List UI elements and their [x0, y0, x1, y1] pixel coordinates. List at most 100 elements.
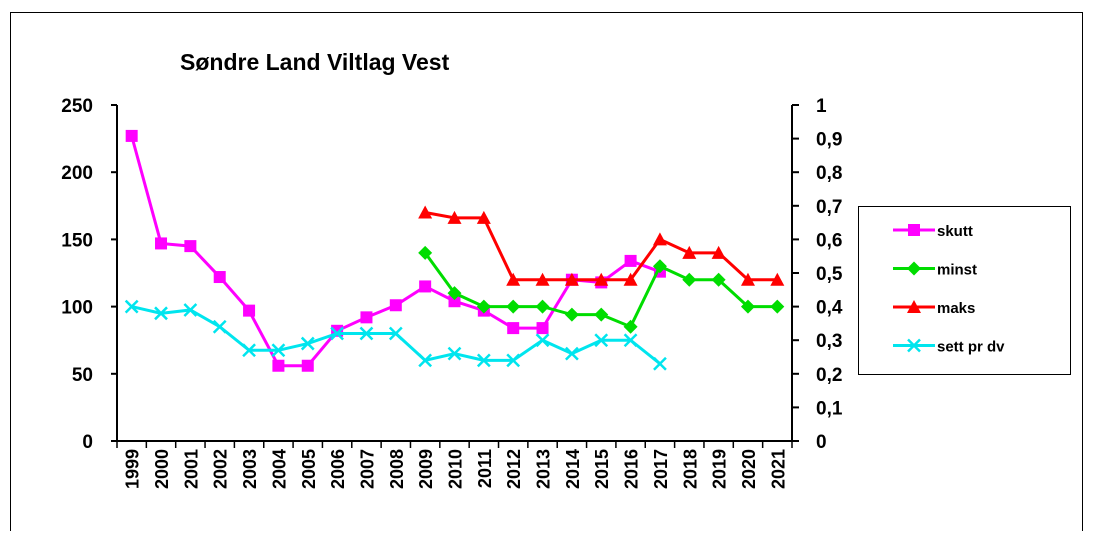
- y-tick-label: 50: [72, 365, 93, 386]
- legend-label: maks: [937, 300, 975, 317]
- y2-tick-label: 0,8: [816, 163, 842, 184]
- point: [242, 343, 256, 358]
- x-tick-label: 2003: [240, 449, 260, 489]
- point: [536, 322, 549, 335]
- x-tick-label: 2002: [211, 449, 231, 489]
- x-tick-label: 2009: [416, 449, 436, 489]
- x-tick-label: 2017: [651, 449, 671, 489]
- x-tick-label: 2011: [475, 449, 495, 488]
- point: [564, 272, 579, 286]
- point: [535, 272, 550, 286]
- legend-label: minst: [937, 262, 977, 279]
- point: [447, 286, 462, 301]
- x-tick-label: 2010: [446, 449, 466, 489]
- legend-marker: [908, 224, 920, 236]
- point: [506, 353, 521, 368]
- x-tick-label: 2019: [710, 449, 730, 489]
- point: [418, 205, 433, 219]
- point: [183, 303, 198, 317]
- point: [388, 326, 403, 341]
- point: [213, 271, 226, 284]
- point: [271, 343, 286, 358]
- x-tick-label: 2021: [768, 449, 788, 489]
- point: [476, 299, 491, 314]
- point: [653, 356, 667, 371]
- y2-tick-label: 0,4: [816, 298, 843, 319]
- point: [770, 299, 785, 314]
- point: [389, 299, 402, 312]
- y-tick-label: 250: [61, 96, 93, 117]
- point: [594, 272, 609, 286]
- point: [740, 299, 755, 314]
- point: [419, 280, 432, 293]
- y2-tick-label: 0,1: [816, 398, 843, 419]
- x-tick-label: 2013: [534, 449, 554, 489]
- x-tick-label: 2018: [680, 449, 700, 489]
- point: [711, 272, 726, 287]
- point: [623, 272, 638, 286]
- legend-marker: [907, 300, 921, 313]
- point: [507, 322, 520, 335]
- point: [155, 237, 168, 250]
- y2-tick-label: 0: [816, 432, 827, 453]
- point: [565, 346, 579, 361]
- x-tick-label: 2012: [504, 449, 524, 489]
- point: [301, 359, 314, 372]
- point: [476, 210, 491, 224]
- point: [125, 129, 138, 142]
- y-tick-label: 0: [82, 432, 93, 453]
- point: [124, 299, 139, 314]
- chart-frame: [10, 12, 1083, 531]
- point: [594, 307, 609, 322]
- point: [535, 333, 550, 348]
- y2-tick-label: 0,6: [816, 230, 842, 251]
- point: [359, 326, 374, 341]
- point: [272, 359, 285, 372]
- point: [447, 210, 462, 224]
- point: [447, 346, 462, 361]
- y-tick-label: 100: [61, 298, 93, 319]
- point: [506, 299, 521, 314]
- y2-tick-label: 0,9: [816, 130, 842, 151]
- legend: skutt minst maks sett pr dv: [858, 206, 1071, 375]
- legend-label: skutt: [937, 223, 973, 240]
- x-tick-label: 2005: [299, 449, 319, 489]
- point: [740, 272, 755, 286]
- point: [300, 336, 315, 351]
- point: [594, 333, 609, 348]
- legend-label: sett pr dv: [937, 339, 1005, 356]
- x-tick-label: 2004: [269, 449, 289, 489]
- x-tick-label: 2001: [181, 449, 201, 489]
- y2-tick-label: 0,7: [816, 197, 842, 218]
- x-tick-label: 2000: [152, 449, 172, 489]
- legend-marker: [907, 338, 921, 353]
- point: [652, 259, 667, 274]
- point: [711, 245, 726, 259]
- x-tick-label: 2006: [328, 449, 348, 489]
- point: [506, 272, 521, 286]
- y2-tick-label: 0,2: [816, 365, 842, 386]
- point: [184, 240, 197, 253]
- point: [623, 333, 638, 348]
- point: [682, 272, 697, 287]
- point: [154, 306, 168, 321]
- x-tick-label: 2014: [563, 449, 583, 489]
- series-line: [130, 135, 661, 368]
- x-tick-label: 2016: [622, 449, 642, 489]
- y2-tick-label: 0,5: [816, 264, 843, 285]
- y2-tick-label: 1: [816, 96, 827, 117]
- point: [212, 319, 227, 334]
- point: [476, 353, 491, 368]
- point: [624, 254, 637, 267]
- x-tick-label: 2007: [357, 449, 377, 489]
- point: [682, 245, 697, 259]
- point: [360, 311, 373, 324]
- chart-title: Søndre Land Viltlag Vest: [180, 49, 450, 75]
- x-tick-label: 2015: [592, 449, 612, 489]
- y-tick-label: 150: [61, 230, 93, 251]
- point: [564, 307, 579, 322]
- y2-tick-label: 0,3: [816, 331, 842, 352]
- y-tick-label: 200: [61, 163, 93, 184]
- x-tick-label: 2008: [387, 449, 407, 489]
